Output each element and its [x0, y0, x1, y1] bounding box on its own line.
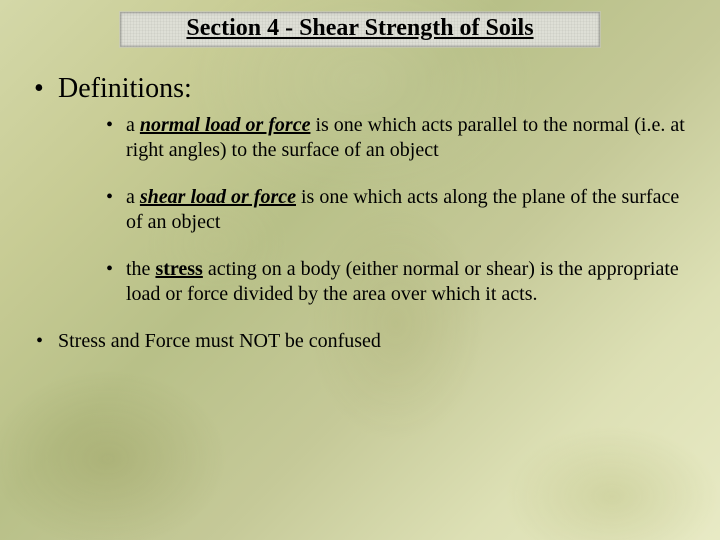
definition-shear: a shear load or force is one which acts …	[126, 185, 690, 235]
slide-container: Section 4 - Shear Strength of Soils Defi…	[0, 0, 720, 540]
stress-term: stress	[155, 258, 202, 280]
slide-title: Section 4 - Shear Strength of Soils	[186, 15, 533, 41]
normal-term: normal load or force	[140, 114, 311, 136]
normal-pre: a	[126, 114, 140, 136]
title-box: Section 4 - Shear Strength of Soils	[120, 12, 600, 47]
footer-note: Stress and Force must NOT be confused	[30, 329, 690, 354]
definition-normal: a normal load or force is one which acts…	[126, 113, 690, 163]
definition-stress: the stress acting on a body (either norm…	[126, 257, 690, 307]
shear-pre: a	[126, 186, 140, 208]
bullet-list-level1: Definitions: a normal load or force is o…	[30, 73, 690, 307]
shear-term: shear load or force	[140, 186, 296, 208]
definitions-heading: Definitions: a normal load or force is o…	[58, 73, 690, 307]
stress-post: acting on a body (either normal or shear…	[126, 258, 679, 305]
content-area: Definitions: a normal load or force is o…	[30, 73, 690, 354]
stress-pre: the	[126, 258, 155, 280]
definitions-label: Definitions:	[58, 73, 192, 104]
bullet-list-level2: a normal load or force is one which acts…	[58, 113, 690, 307]
footer-text: Stress and Force must NOT be confused	[58, 330, 381, 352]
